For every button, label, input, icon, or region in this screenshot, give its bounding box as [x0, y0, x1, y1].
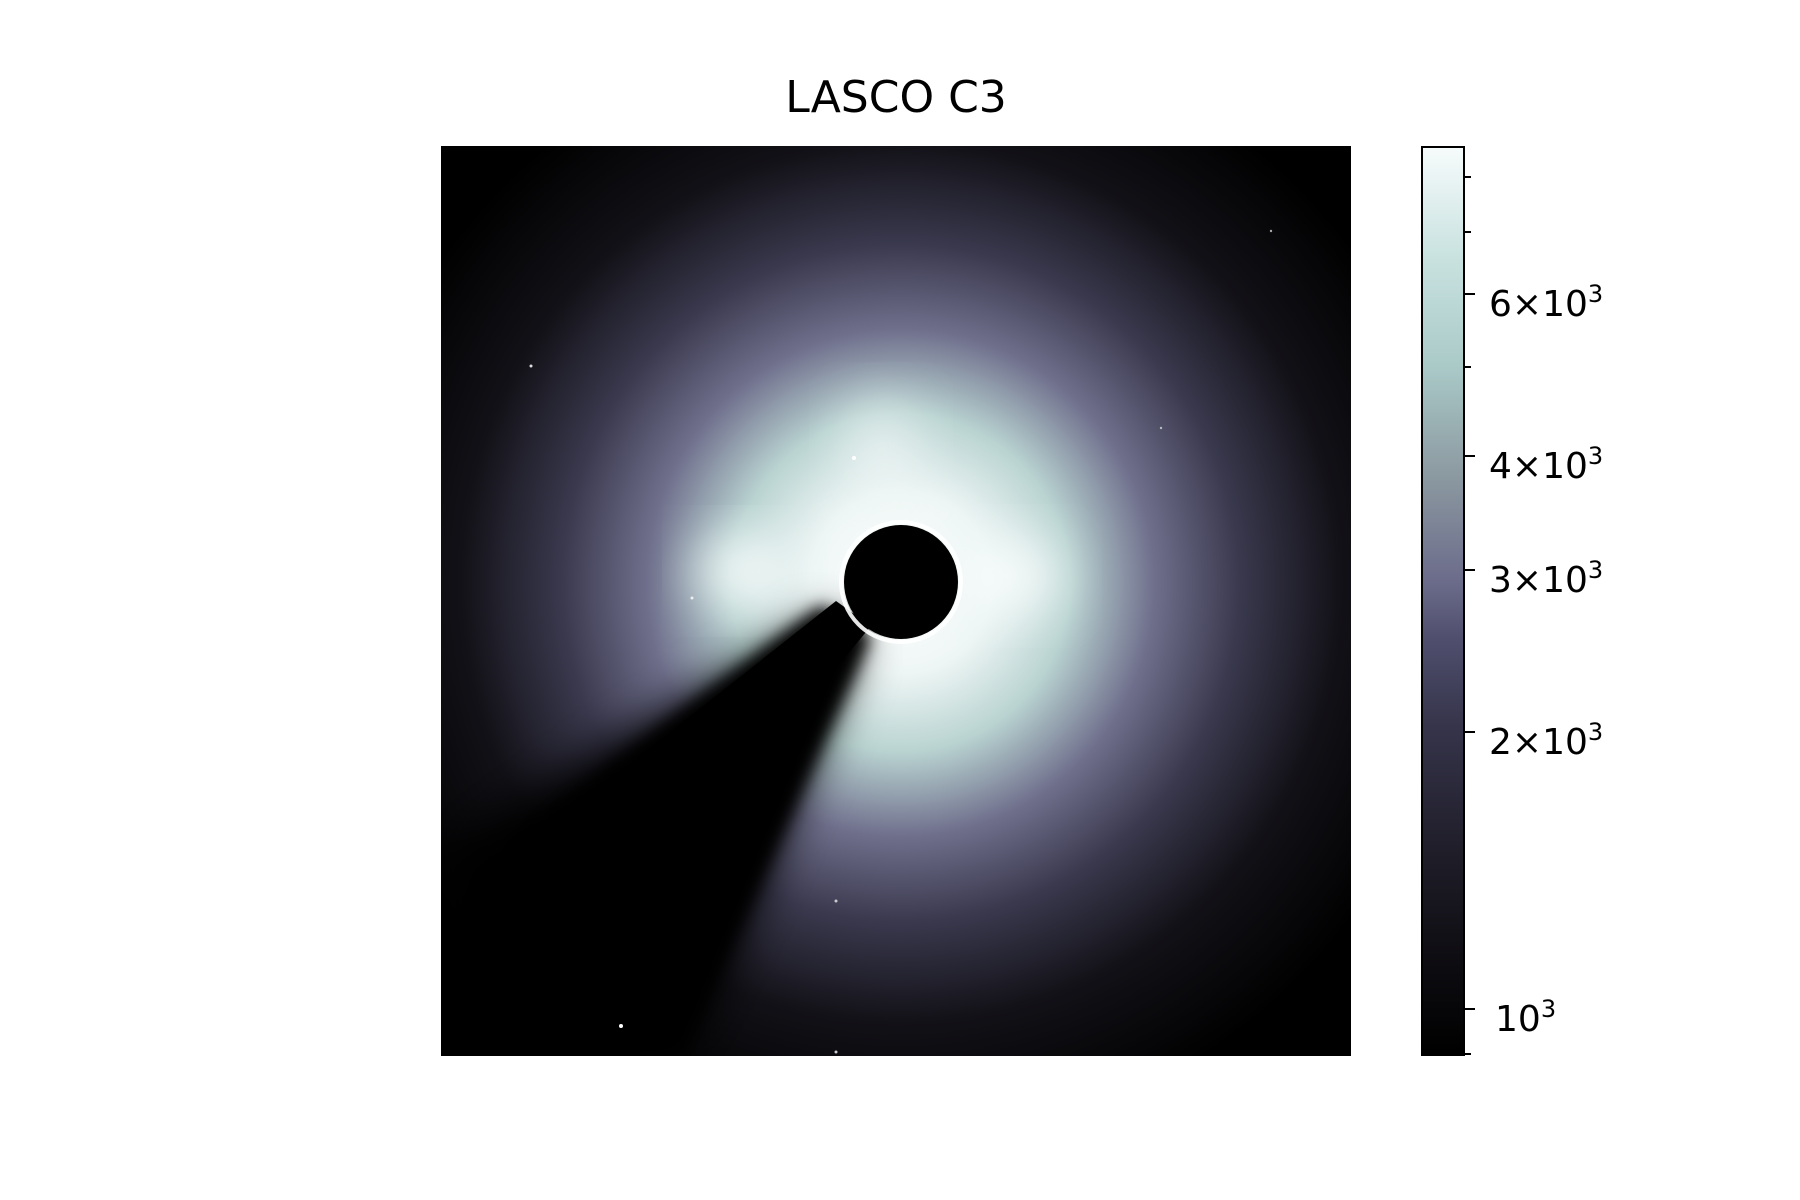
- colorbar-tick-2000: [1465, 731, 1475, 733]
- colorbar-tick-3000: [1465, 569, 1475, 571]
- plot-title: LASCO C3: [785, 72, 1007, 123]
- coronagraph-image: [441, 146, 1351, 1056]
- colorbar-tick-1000: [1465, 1008, 1475, 1010]
- colorbar-minor-tick: [1465, 366, 1471, 368]
- colorbar-minor-tick: [1465, 176, 1471, 178]
- colorbar-label-3000: 3×103: [1489, 556, 1604, 601]
- colorbar: [1421, 146, 1465, 1056]
- colorbar-label-2000: 2×103: [1489, 718, 1604, 763]
- colorbar-minor-tick: [1465, 1053, 1471, 1055]
- colorbar-label-6000: 6×103: [1489, 280, 1604, 325]
- colorbar-label-4000: 4×103: [1489, 442, 1604, 487]
- colorbar-tick-6000: [1465, 293, 1475, 295]
- corona-render: [441, 146, 1351, 1056]
- colorbar-tick-4000: [1465, 455, 1475, 457]
- colorbar-minor-tick: [1465, 231, 1471, 233]
- colorbar-label-1000: 103: [1495, 995, 1557, 1040]
